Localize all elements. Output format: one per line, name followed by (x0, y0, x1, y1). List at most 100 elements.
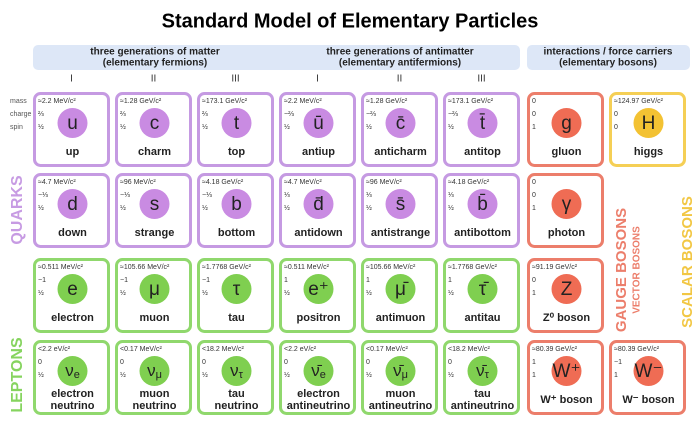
particle-symbol-bg (139, 189, 170, 219)
spin: ½ (202, 371, 208, 379)
symbol-main: b (231, 194, 242, 215)
header: three generations of matter (90, 47, 220, 58)
symbol-main: t̄ (479, 113, 486, 134)
particle-name: tau (228, 312, 245, 324)
mass: ≈4.7 MeV/c² (38, 179, 76, 186)
particle-name: electron (51, 388, 94, 400)
symbol-sub: τ (485, 369, 490, 381)
symbol-sub: e (74, 369, 80, 381)
symbol-main: H (642, 113, 656, 134)
header: interactions / force carriers (544, 47, 673, 58)
property-label: spin (10, 124, 23, 131)
particle-name: strange (135, 227, 175, 239)
mass: ≈105.66 MeV/c² (366, 264, 416, 271)
charge: ⅔ (120, 111, 126, 118)
particle-name: positron (297, 312, 341, 324)
symbol: ντ (230, 361, 244, 380)
symbol: u (67, 113, 78, 134)
spin: ½ (202, 204, 208, 212)
particle-name: tau (474, 388, 491, 400)
particle-symbol-bg (139, 108, 170, 138)
symbol-main: c̄ (396, 113, 406, 134)
particle-symbol-bg (467, 274, 498, 304)
mass: ≈124.97 GeV/c² (614, 98, 664, 105)
mass: ≈1.28 GeV/c² (120, 98, 162, 105)
spin: ½ (366, 204, 372, 212)
symbol-main: d (67, 194, 78, 215)
particle-symbol-bg (303, 356, 334, 386)
charge: 0 (120, 359, 124, 366)
symbol: b (231, 194, 242, 215)
mass: <2.2 eV/c² (38, 346, 71, 353)
symbol: μ (149, 279, 160, 300)
mass: <0.17 MeV/c² (366, 346, 408, 353)
particle-symbol-bg (633, 356, 664, 386)
symbol: e⁺ (308, 279, 329, 300)
charge: −⅔ (448, 111, 458, 118)
particle-symbol-bg (57, 356, 88, 386)
symbol: ν̄μ (393, 361, 408, 380)
charge: 0 (448, 359, 452, 366)
mass: <18.2 MeV/c² (202, 346, 244, 353)
particle-name: electron (51, 312, 94, 324)
particle-name: photon (548, 227, 586, 239)
symbol: b̄ (477, 194, 488, 215)
spin: ½ (38, 289, 44, 297)
particle-name: antiup (302, 146, 335, 158)
mass: ≈91.19 GeV/c² (532, 264, 578, 271)
particle-name: higgs (634, 146, 663, 158)
property-label: mass (10, 98, 27, 105)
spin: 1 (532, 124, 536, 131)
charge: −⅓ (38, 192, 48, 199)
generation-label: I (70, 74, 73, 85)
spin: ½ (448, 371, 454, 379)
charge: 1 (448, 277, 452, 284)
particle-name: antistrange (371, 227, 430, 239)
charge: −⅔ (366, 111, 376, 118)
symbol: H (642, 113, 656, 134)
particle-symbol-bg (221, 356, 252, 386)
mass: ≈1.28 GeV/c² (366, 98, 408, 105)
symbol: ν̄τ (476, 361, 490, 380)
symbol-main: ν (230, 361, 239, 380)
symbol: e (67, 279, 78, 300)
particle-symbol-bg (221, 108, 252, 138)
particle-symbol-bg (385, 356, 416, 386)
mass: ≈80.39 GeV/c² (532, 346, 578, 353)
particle-name: W⁻ boson (622, 394, 675, 406)
spin: ½ (366, 371, 372, 379)
header-box (33, 45, 520, 70)
particle-symbol-bg (57, 274, 88, 304)
particle-symbol-bg (221, 189, 252, 219)
particle-symbol-bg (551, 108, 582, 138)
charge: 0 (532, 192, 536, 199)
charge: ⅔ (202, 111, 208, 118)
side-label: GAUGE BOSONS (613, 208, 630, 332)
charge: −1 (120, 277, 128, 284)
particle-name: charm (138, 146, 171, 158)
spin: 0 (614, 124, 618, 131)
symbol-main: s (150, 194, 160, 215)
charge: 0 (38, 359, 42, 366)
mass: ≈2.2 MeV/c² (284, 98, 322, 105)
particle-symbol-bg (139, 356, 170, 386)
generation-label: III (231, 74, 239, 85)
particle-name: Z⁰ boson (543, 312, 590, 324)
charge: 0 (202, 359, 206, 366)
particle-name: anticharm (374, 146, 427, 158)
particle-name: electron (297, 388, 340, 400)
particle-name: up (66, 146, 80, 158)
symbol-main: ν (147, 361, 156, 380)
property-label: charge (10, 111, 32, 118)
spin: ½ (120, 289, 126, 297)
symbol-main: e⁺ (308, 279, 329, 300)
symbol: t̄ (479, 113, 486, 134)
charge: −⅔ (284, 111, 294, 118)
symbol: t (234, 113, 240, 134)
title: Standard Model of Elementary Particles (162, 10, 539, 32)
mass: ≈80.39 GeV/c² (614, 346, 660, 353)
spin: ½ (284, 123, 290, 131)
symbol-main: ν̄ (311, 361, 323, 380)
symbol-sub: e (320, 369, 326, 381)
symbol-main: γ (562, 194, 572, 215)
